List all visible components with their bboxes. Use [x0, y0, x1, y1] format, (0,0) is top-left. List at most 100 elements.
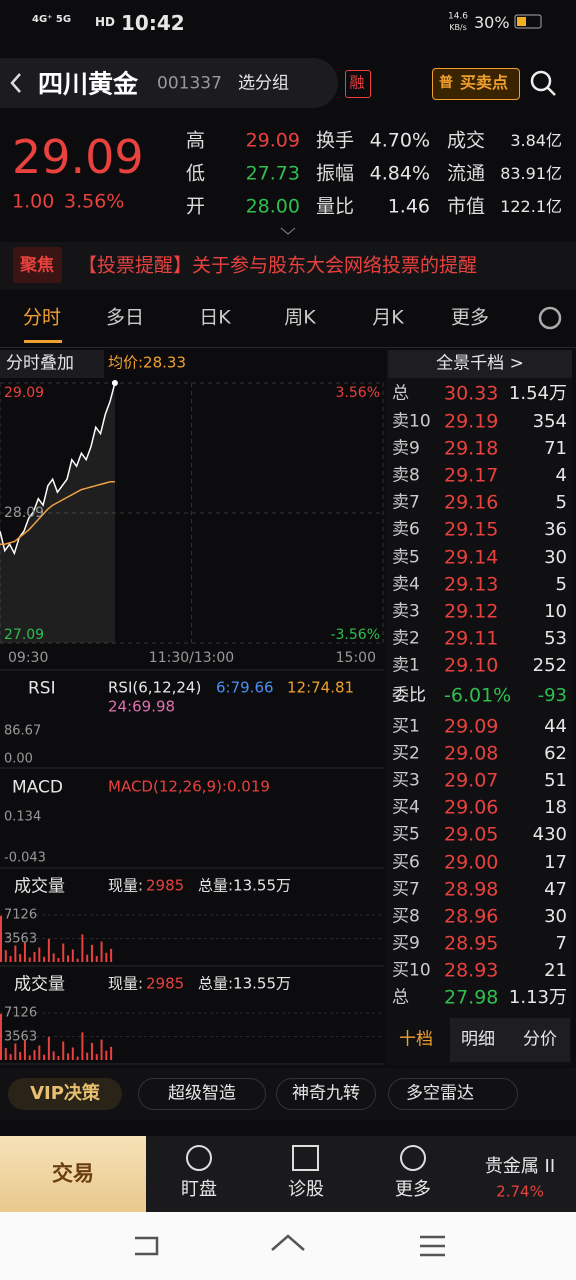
- stat-value: 4.84%: [369, 162, 430, 185]
- nav-sector[interactable]: 贵金属 II: [484, 1156, 556, 1177]
- pct-label: 3.56%: [335, 385, 380, 401]
- tool-pill[interactable]: [388, 1078, 518, 1110]
- nav-item[interactable]: 诊股: [288, 1179, 324, 1200]
- news-bar[interactable]: [0, 242, 576, 290]
- volume-total: 总量:13.55万: [198, 876, 291, 895]
- stat-value: 1.46: [387, 195, 430, 218]
- price-area: [0, 383, 115, 643]
- bid-volume: 30: [544, 905, 567, 927]
- tab[interactable]: 日K: [199, 306, 231, 329]
- bid-label: 买8: [392, 906, 420, 927]
- order-tab[interactable]: 十档: [399, 1029, 433, 1050]
- bid-price: 28.95: [444, 932, 499, 955]
- nav-trade[interactable]: 交易: [52, 1161, 94, 1186]
- tool[interactable]: 超级智造: [168, 1083, 236, 1104]
- bid-price: 28.98: [444, 878, 499, 901]
- rsi-value: 12:74.81: [287, 678, 355, 697]
- order-title-box[interactable]: [388, 350, 572, 378]
- badge-box: [345, 70, 371, 98]
- volume-bar: [62, 943, 65, 962]
- bid-volume: 430: [532, 824, 567, 846]
- tool[interactable]: VIP决策: [30, 1083, 100, 1104]
- rsi-label[interactable]: RSI: [28, 678, 56, 699]
- volume-bar: [14, 945, 17, 962]
- tab[interactable]: 周K: [284, 306, 316, 329]
- bid-volume: 44: [544, 716, 567, 737]
- sys-back[interactable]: [135, 1236, 159, 1256]
- ask-price: 29.15: [444, 518, 499, 541]
- ask-price: 29.17: [444, 464, 499, 487]
- trade-button[interactable]: [0, 1136, 146, 1212]
- volume-label[interactable]: 成交量: [14, 974, 65, 995]
- order-tab[interactable]: 明细: [461, 1029, 495, 1050]
- tool[interactable]: 多空雷达: [406, 1083, 474, 1104]
- macd-tick: -0.043: [4, 850, 46, 866]
- search-icon[interactable]: [530, 70, 552, 92]
- tab[interactable]: 分时: [22, 306, 62, 329]
- volume-label[interactable]: 成交量: [14, 876, 65, 897]
- ratio-label: 委比: [392, 685, 426, 706]
- tab[interactable]: 多日: [105, 306, 145, 329]
- expand-icon[interactable]: [280, 227, 296, 235]
- bid-label: 买4: [392, 797, 420, 818]
- order-tab[interactable]: 分价: [523, 1029, 557, 1050]
- sys-home[interactable]: [271, 1234, 305, 1251]
- ask-volume: 53: [544, 627, 567, 649]
- settings-icon[interactable]: [538, 306, 562, 330]
- macd-label[interactable]: MACD: [12, 777, 63, 798]
- ratio-volume: -93: [537, 685, 567, 706]
- sys-menu[interactable]: [420, 1235, 445, 1257]
- news-tag-box: [13, 247, 62, 283]
- volume-tick: 3563: [4, 931, 38, 947]
- volume-bar: [43, 956, 46, 962]
- bid-volume: 47: [544, 878, 567, 900]
- bid-label: 买2: [392, 743, 420, 764]
- volume-bar: [71, 949, 74, 962]
- ask-label: 卖8: [392, 465, 420, 486]
- bid-volume: 21: [544, 959, 567, 981]
- ask-price: 29.19: [444, 410, 499, 433]
- volume-bar: [86, 954, 89, 962]
- tab[interactable]: 更多: [450, 306, 490, 329]
- nav-item[interactable]: 更多: [395, 1179, 431, 1200]
- ask-label: 卖6: [392, 519, 420, 540]
- signal-button[interactable]: 买卖点: [460, 73, 509, 92]
- rsi-value: 6:79.66: [216, 678, 274, 697]
- bid-price: 29.00: [444, 851, 499, 873]
- tab[interactable]: 月K: [372, 306, 404, 329]
- rsi-params: RSI(6,12,24): [108, 678, 202, 697]
- volume-tick: 3563: [4, 1029, 38, 1045]
- stat-value: 83.91亿: [500, 164, 562, 183]
- bid-label: 买7: [392, 879, 420, 900]
- tool[interactable]: 神奇九转: [292, 1083, 360, 1104]
- stat-label: 低: [186, 162, 206, 185]
- news-text[interactable]: 【投票提醒】关于参与股东大会网络投票的提醒: [78, 254, 478, 277]
- volume-bar: [110, 948, 113, 962]
- total-price: 27.98: [444, 986, 499, 1009]
- stat-label: 市值: [447, 195, 486, 218]
- stat-label: 量比: [316, 195, 355, 218]
- stat-value: 27.73: [245, 162, 300, 185]
- nav-item[interactable]: 盯盘: [181, 1179, 217, 1200]
- total-price: 30.33: [444, 382, 499, 405]
- ask-volume: 10: [544, 600, 567, 622]
- volume-bar: [90, 944, 93, 962]
- signal-button[interactable]: [432, 68, 520, 100]
- volume-bar: [23, 1040, 26, 1060]
- tool-pill[interactable]: [276, 1078, 376, 1110]
- volume-bar: [14, 1043, 17, 1060]
- tool-pill[interactable]: [138, 1078, 266, 1110]
- overlay-box[interactable]: [0, 350, 104, 378]
- status-battery: 30%: [474, 13, 510, 32]
- order-title[interactable]: 全景千档 >: [436, 353, 524, 374]
- volume-bar: [38, 1045, 41, 1060]
- back-icon[interactable]: [10, 73, 21, 93]
- overlay-label[interactable]: 分时叠加: [6, 353, 74, 374]
- header-pill: [0, 58, 338, 108]
- group-button[interactable]: 选分组: [238, 73, 289, 94]
- price: 29.09: [12, 130, 144, 184]
- volume-bar: [23, 942, 26, 962]
- ask-label: 卖9: [392, 438, 420, 459]
- tool-pill[interactable]: [8, 1078, 122, 1110]
- status-network: 4G⁺ 5G: [32, 14, 72, 25]
